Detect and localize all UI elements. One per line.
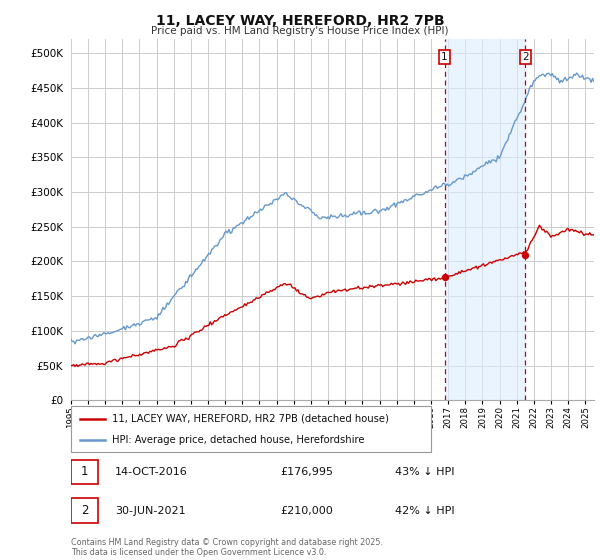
Text: £210,000: £210,000 (280, 506, 333, 516)
Text: Price paid vs. HM Land Registry's House Price Index (HPI): Price paid vs. HM Land Registry's House … (151, 26, 449, 36)
Text: £176,995: £176,995 (280, 467, 333, 477)
Text: 30-JUN-2021: 30-JUN-2021 (115, 506, 186, 516)
Text: 43% ↓ HPI: 43% ↓ HPI (395, 467, 455, 477)
Text: HPI: Average price, detached house, Herefordshire: HPI: Average price, detached house, Here… (112, 435, 365, 445)
Text: 11, LACEY WAY, HEREFORD, HR2 7PB (detached house): 11, LACEY WAY, HEREFORD, HR2 7PB (detach… (112, 414, 389, 424)
Bar (445, 39, 526, 400)
Text: 1: 1 (80, 465, 88, 478)
Text: 42% ↓ HPI: 42% ↓ HPI (395, 506, 455, 516)
FancyBboxPatch shape (71, 406, 431, 452)
Text: 14-OCT-2016: 14-OCT-2016 (115, 467, 188, 477)
Point (440, 273, 449, 282)
Text: 1: 1 (441, 52, 448, 62)
Point (521, 250, 530, 259)
Text: 2: 2 (80, 504, 88, 517)
FancyBboxPatch shape (71, 460, 98, 484)
FancyBboxPatch shape (71, 498, 98, 523)
Text: 2: 2 (522, 52, 529, 62)
Text: Contains HM Land Registry data © Crown copyright and database right 2025.
This d: Contains HM Land Registry data © Crown c… (71, 538, 383, 557)
Text: 11, LACEY WAY, HEREFORD, HR2 7PB: 11, LACEY WAY, HEREFORD, HR2 7PB (155, 14, 445, 28)
